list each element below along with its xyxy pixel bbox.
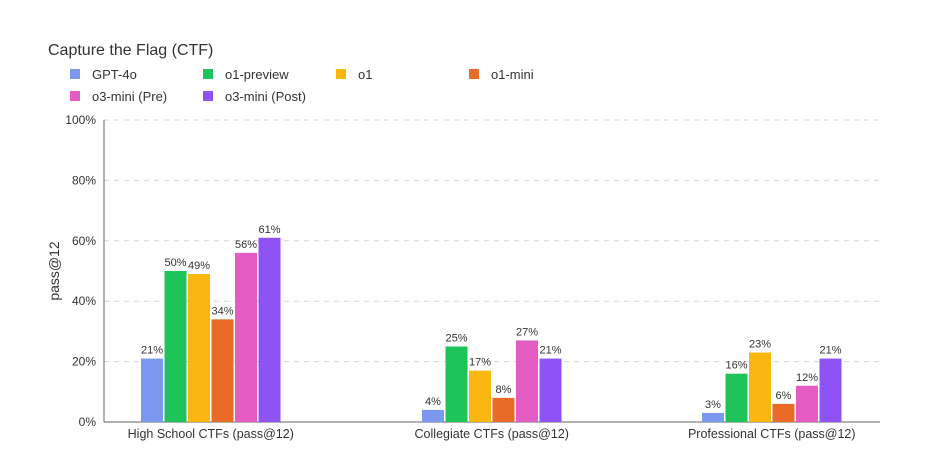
- y-tick-label: 40%: [72, 294, 96, 308]
- legend-label: o1-mini: [491, 66, 534, 82]
- bar: [725, 373, 748, 422]
- bar: [516, 340, 538, 422]
- data-label: 16%: [725, 360, 747, 372]
- y-tick-label: 60%: [72, 234, 96, 248]
- bar: [164, 271, 187, 422]
- data-label: 49%: [188, 260, 210, 272]
- legend-item: o1-mini: [469, 66, 602, 82]
- x-tick-label: Collegiate CTFs (pass@12): [415, 427, 569, 441]
- legend-label: GPT-4o: [92, 66, 137, 82]
- data-label: 27%: [516, 326, 538, 338]
- bar: [749, 352, 771, 422]
- bar: [188, 274, 210, 422]
- data-label: 3%: [705, 399, 721, 411]
- bar: [819, 358, 842, 422]
- data-label: 21%: [141, 345, 163, 357]
- bar: [702, 412, 724, 422]
- legend-item: o3-mini (Pre): [70, 88, 203, 104]
- legend-item: GPT-4o: [70, 66, 203, 82]
- bar: [772, 403, 795, 422]
- data-label: 12%: [796, 372, 818, 384]
- data-label: 23%: [749, 339, 771, 351]
- data-label: 61%: [258, 224, 280, 236]
- legend-swatch: [70, 69, 80, 79]
- legend-item: o1-preview: [203, 66, 336, 82]
- bar: [422, 409, 444, 422]
- legend-label: o3-mini (Pre): [92, 88, 168, 104]
- data-label: 25%: [445, 333, 467, 345]
- y-tick-label: 100%: [65, 113, 96, 127]
- y-tick-label: 0%: [79, 415, 97, 429]
- bar: [141, 358, 163, 422]
- data-label: 21%: [539, 345, 561, 357]
- chart-title: Capture the Flag (CTF): [48, 42, 214, 59]
- legend-swatch: [203, 69, 213, 79]
- data-label: 17%: [469, 357, 491, 369]
- data-label: 6%: [776, 390, 792, 402]
- y-tick-label: 20%: [72, 355, 96, 369]
- legend-swatch: [469, 69, 479, 79]
- data-label: 56%: [235, 239, 257, 251]
- data-label: 4%: [425, 396, 441, 408]
- data-label: 34%: [211, 305, 233, 317]
- data-label: 50%: [164, 257, 186, 269]
- legend: GPT-4o o1-preview o1 o1-mini o3-mini (Pre) o3…: [70, 66, 630, 104]
- bar: [539, 358, 562, 422]
- data-label: 8%: [496, 384, 512, 396]
- bar: [469, 370, 491, 422]
- y-tick-label: 80%: [72, 173, 96, 187]
- legend-swatch: [336, 69, 346, 79]
- legend-label: o3-mini (Post): [225, 88, 306, 104]
- x-tick-label: Professional CTFs (pass@12): [688, 427, 856, 441]
- bar: [492, 397, 515, 422]
- legend-label: o1-preview: [225, 66, 289, 82]
- bar: [445, 346, 468, 422]
- legend-swatch: [203, 91, 213, 101]
- legend-label: o1: [358, 66, 373, 82]
- legend-item: o1: [336, 66, 469, 82]
- data-label: 21%: [819, 345, 841, 357]
- bar: [258, 237, 281, 422]
- y-axis-label: pass@12: [46, 241, 62, 301]
- legend-swatch: [70, 91, 80, 101]
- bar: [211, 319, 234, 422]
- x-tick-label: High School CTFs (pass@12): [128, 427, 294, 441]
- bar: [235, 252, 257, 422]
- bar: [796, 385, 818, 422]
- legend-item: o3-mini (Post): [203, 88, 336, 104]
